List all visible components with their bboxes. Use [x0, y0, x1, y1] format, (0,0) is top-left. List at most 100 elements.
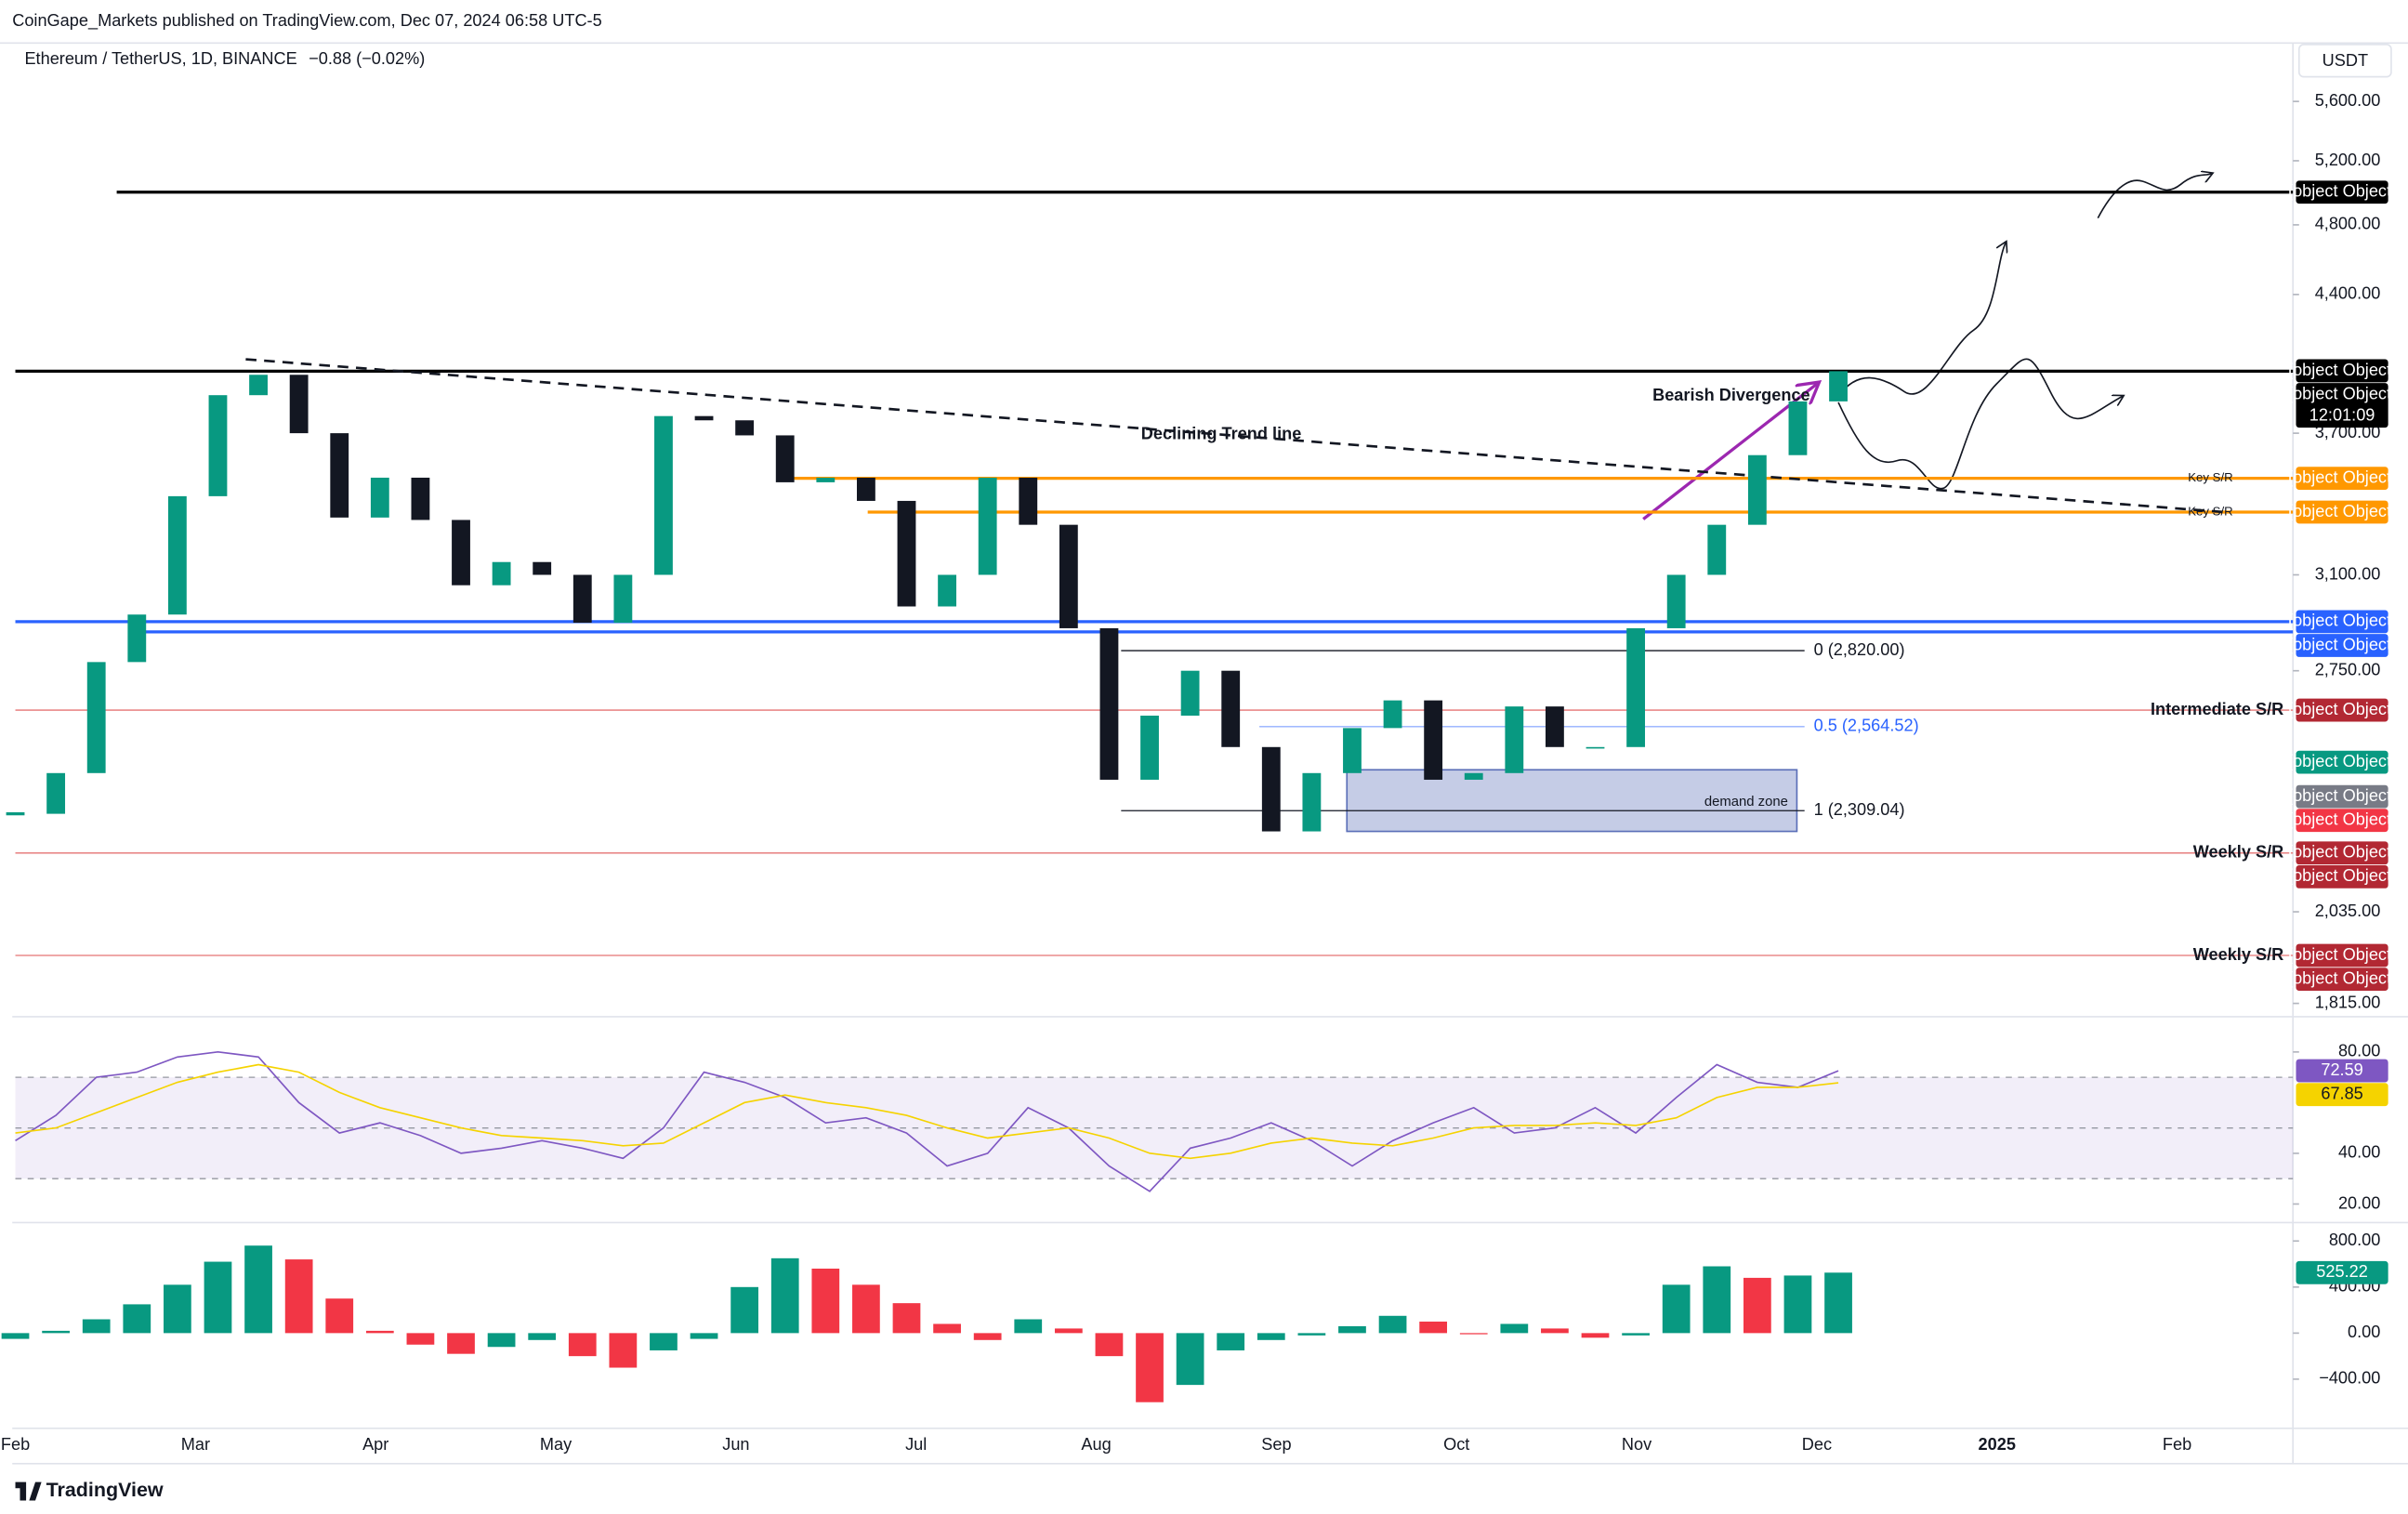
- histogram-bar: [933, 1323, 961, 1334]
- histogram-bar: [1338, 1325, 1366, 1334]
- fib-label: 0 (2,820.00): [1814, 640, 1905, 659]
- histogram-bar: [284, 1259, 313, 1334]
- price-label: [object Object]: [2288, 810, 2396, 828]
- candle: [816, 477, 836, 482]
- candle: [1505, 706, 1524, 773]
- candle: [1747, 454, 1767, 525]
- price-label-box: [2296, 634, 2388, 657]
- demand-zone: [1346, 769, 1798, 833]
- currency[interactable]: USDT: [2322, 51, 2368, 70]
- histogram-bar: [973, 1333, 1002, 1340]
- price-label: [object Object]: [2288, 502, 2396, 520]
- histogram-bar: [1257, 1333, 1285, 1340]
- fib-label: 0.5 (2,564.52): [1814, 717, 1919, 735]
- y-tick-label: 0.00: [2348, 1323, 2380, 1341]
- histogram-bar: [1217, 1333, 1245, 1350]
- candle: [1221, 670, 1241, 747]
- price-label-box: [2296, 383, 2388, 428]
- candle: [208, 395, 228, 496]
- y-tick-label: 40.00: [2338, 1143, 2380, 1162]
- price-label: [object Object]: [2288, 866, 2396, 885]
- histogram-bar: [1095, 1333, 1124, 1357]
- projection-arrow: [1837, 243, 2006, 397]
- candle: [856, 477, 875, 501]
- candle: [1343, 728, 1362, 773]
- chart-root: CoinGape_Markets published on TradingVie…: [0, 11, 2408, 1501]
- histogram-bar: [568, 1333, 597, 1357]
- x-tick-label: Jul: [905, 1435, 927, 1454]
- price-label-box: [2296, 750, 2388, 774]
- candle: [1424, 700, 1443, 780]
- level-note: Intermediate S/R: [2151, 700, 2283, 718]
- price-label-box: [2296, 968, 2388, 992]
- candle: [978, 477, 997, 575]
- price-label: 72.59: [2321, 1060, 2362, 1079]
- price-label-box: [2296, 359, 2388, 383]
- candle: [1829, 371, 1848, 402]
- histogram-bar: [42, 1330, 70, 1334]
- level-note: Key S/R: [2188, 470, 2233, 484]
- candle: [1180, 670, 1200, 717]
- histogram-bar: [1662, 1284, 1691, 1334]
- price-label: [object Object]: [2288, 384, 2396, 402]
- y-tick-label: 5,600.00: [2315, 91, 2381, 110]
- chart-title: Ethereum / TetherUS, 1D, BINANCE: [24, 49, 296, 68]
- candle: [533, 561, 552, 575]
- x-tick-label: Aug: [1081, 1435, 1111, 1454]
- histogram-bar: [892, 1303, 921, 1334]
- price-label: [object Object]: [2288, 361, 2396, 379]
- price-label: [object Object]: [2288, 945, 2396, 964]
- candle: [897, 500, 916, 607]
- x-tick-label: Jun: [722, 1435, 749, 1454]
- price-label: [object Object]: [2288, 612, 2396, 630]
- projection-arrow: [2097, 174, 2211, 219]
- histogram-bar: [1783, 1275, 1812, 1334]
- price-label-box: [2296, 841, 2388, 865]
- histogram-bar: [1136, 1333, 1164, 1402]
- histogram-bar: [1459, 1333, 1488, 1335]
- histogram-bar: [447, 1333, 475, 1354]
- currency-button[interactable]: [2297, 44, 2392, 78]
- x-tick-label: Oct: [1443, 1435, 1469, 1454]
- histogram-bar: [1824, 1272, 1852, 1334]
- logo-icon: [15, 1481, 42, 1501]
- price-label-box: [2296, 1083, 2388, 1107]
- rsi-line: [15, 1063, 1839, 1160]
- price-label-box: [2296, 180, 2388, 204]
- price-label: [object Object]: [2288, 635, 2396, 653]
- level-note: Weekly S/R: [2193, 945, 2284, 964]
- histogram-bar: [1419, 1321, 1448, 1334]
- price-label: [object Object]: [2288, 467, 2396, 486]
- price-label: [object Object]: [2288, 752, 2396, 770]
- candle: [1099, 627, 1119, 780]
- candle: [654, 415, 673, 575]
- price-label: [object Object]: [2288, 843, 2396, 862]
- logo: TradingView: [46, 1479, 164, 1501]
- y-tick-label: 2,750.00: [2315, 660, 2381, 678]
- candle: [1626, 627, 1646, 747]
- level-note: Weekly S/R: [2193, 843, 2284, 862]
- y-tick-label: 80.00: [2338, 1042, 2380, 1060]
- candle: [1666, 574, 1686, 628]
- projection-arrow: [1837, 358, 2123, 490]
- histogram-bar: [82, 1319, 111, 1334]
- histogram-bar: [325, 1298, 354, 1334]
- histogram-bar: [690, 1333, 718, 1339]
- x-tick-label: Sep: [1261, 1435, 1291, 1454]
- candle: [1586, 746, 1605, 749]
- price-label: [object Object]: [2288, 968, 2396, 987]
- candle: [6, 811, 25, 816]
- y-tick-label: 4,800.00: [2315, 215, 2381, 233]
- histogram-bar: [528, 1333, 557, 1340]
- x-tick-label: Nov: [1622, 1435, 1652, 1454]
- histogram-bar: [164, 1284, 191, 1334]
- price-label-box: [2296, 1059, 2388, 1083]
- histogram-bar: [1622, 1333, 1650, 1336]
- y-tick-label: 2,035.00: [2315, 902, 2381, 920]
- candle: [694, 415, 714, 421]
- y-tick-label: 1,815.00: [2315, 993, 2381, 1011]
- candle: [775, 435, 795, 482]
- price-label-box: [2296, 500, 2388, 524]
- y-tick-label: 4,400.00: [2315, 284, 2381, 303]
